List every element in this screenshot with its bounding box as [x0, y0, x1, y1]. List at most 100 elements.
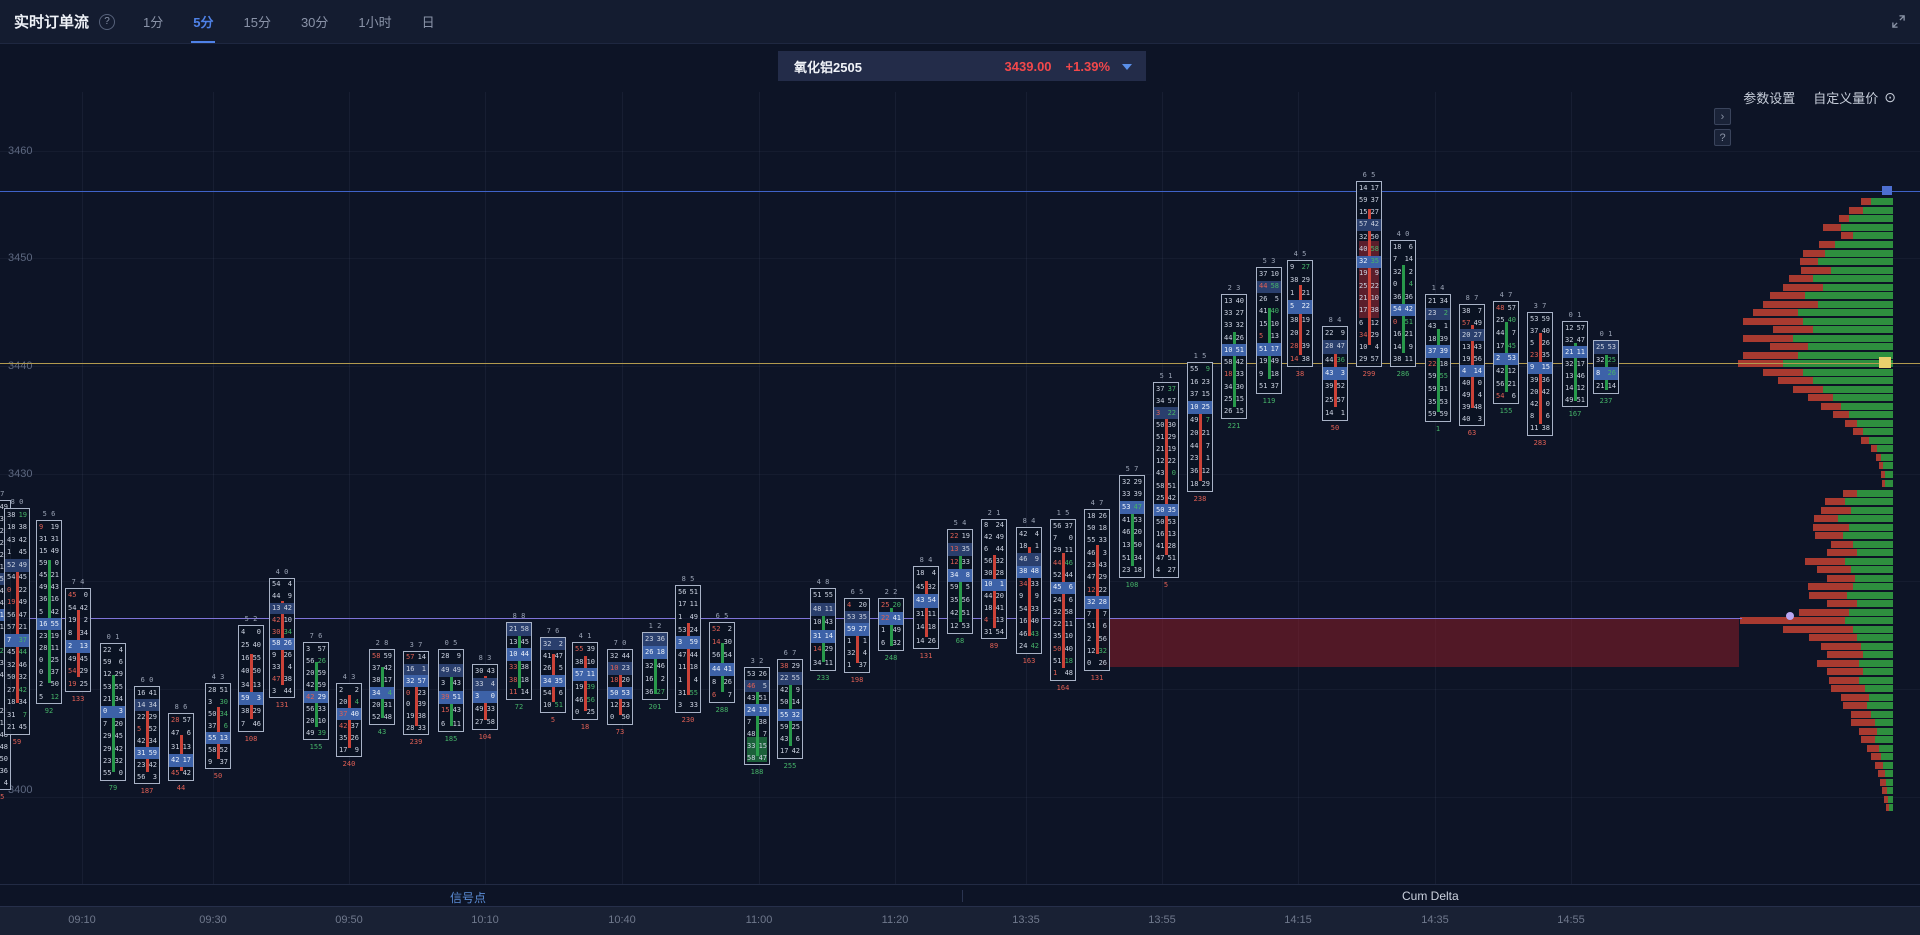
top-bar: 实时订单流 ? 1分 5分 15分 30分 1小时 日 — [0, 0, 1920, 44]
tab-30min[interactable]: 30分 — [300, 15, 329, 30]
footprint-candle[interactable]: 21 34 23 2 43 1 18 39 37 39 22 18 59 55 59 31 35 53 59 59 1 … — [1425, 284, 1451, 433]
candle-delta-label: 163 — [1022, 657, 1036, 665]
footprint-candle[interactable]: 18 4 45 32 43 54 31 11 14 18 14 26 8 4 131 — [913, 556, 939, 660]
footprint-candle[interactable]: 30 43 33 4 3 0 49 33 27 58 8 3 104 — [472, 654, 498, 741]
volume-profile-bar — [1861, 437, 1893, 444]
candle-top-label: 2 3 — [1227, 284, 1241, 292]
chart-side-buttons: › ? — [1714, 108, 1731, 146]
footprint-candle[interactable]: 51 55 48 11 10 43 31 14 14 29 34 11 4 8 233 — [810, 578, 836, 682]
candle-top-label: 2 2 — [884, 588, 898, 596]
tab-day[interactable]: 日 — [421, 15, 435, 30]
footprint-candle[interactable]: 22 4 59 6 12 29 53 55 21 34 0 3 7 20 29 45 29 42 23 32 55 0 0 … — [100, 633, 126, 792]
candle-top-label: 8 7 — [1465, 294, 1479, 302]
candle-delta-label: 133 — [71, 695, 85, 703]
footprint-candle[interactable]: 2 2 20 4 37 40 42 37 35 26 17 9 4 3 240 — [336, 673, 362, 768]
time-axis-label: 10:40 — [608, 914, 636, 926]
collapse-button[interactable]: › — [1714, 108, 1731, 125]
footprint-candle[interactable]: 54 4 44 9 13 42 42 10 30 34 58 26 9 26 33 4 47 38 3 44 4 0 13… — [269, 568, 295, 709]
footprint-candle[interactable]: 12 57 32 47 21 11 32 17 13 46 14 12 49 51 0 1 167 — [1562, 311, 1588, 418]
footprint-candle[interactable]: 38 19 18 38 43 42 1 45 52 49 54 45 0 22 19 49 56 47 57 21 7 3… — [4, 498, 30, 746]
footprint-candle[interactable]: 25 20 22 41 1 49 6 32 2 2 248 — [878, 588, 904, 662]
cum-delta-panel-label[interactable]: Cum Delta — [1402, 889, 1459, 903]
footprint-candle[interactable]: 28 57 47 6 31 13 42 17 45 42 8 6 44 — [168, 703, 194, 792]
time-axis-label: 14:35 — [1421, 914, 1449, 926]
candle-delta-label: 286 — [1396, 370, 1410, 378]
footprint-candle[interactable]: 55 39 38 10 57 11 19 39 46 56 0 25 4 1 18 — [572, 632, 598, 731]
footprint-candle[interactable]: 22 9 28 47 44 36 43 3 39 52 25 57 14 1 8 4 50 — [1322, 316, 1348, 432]
candle-delta-label: 299 — [1362, 370, 1376, 378]
volume-profile-bar — [1880, 779, 1893, 786]
footprint-candle[interactable]: 58 59 37 42 38 17 34 4 20 31 52 48 2 8 43 — [369, 639, 395, 736]
footprint-candle[interactable]: 38 7 57 49 20 27 13 43 19 56 4 14 40 0 49 4 39 48 40 3 8 7 63 — [1459, 294, 1485, 437]
footprint-candle[interactable]: 14 17 59 37 15 27 57 42 32 50 40 58 32 35 19 9 25 22 21 10 1… — [1356, 171, 1382, 378]
footprint-candle[interactable]: 55 9 16 23 37 15 10 25 49 7 20 21 44 7 23 1 36 12 18 29 1 5 2… — [1187, 352, 1213, 503]
footprint-candle[interactable]: 4 0 25 40 16 55 40 50 34 13 59 3 38 29 7 46 5 2 108 — [238, 615, 264, 743]
candle-top-label: 8 5 — [681, 575, 695, 583]
fullscreen-icon[interactable] — [1891, 14, 1906, 29]
delta-bar — [1436, 329, 1440, 412]
footprint-candle[interactable]: 3 57 56 26 20 59 42 59 42 29 56 33 20 10 49 39 7 6 155 — [303, 632, 329, 751]
footprint-candle[interactable]: 9 19 31 31 15 49 59 0 45 21 49 43 36 16 5 42 16 55 23 19 28 1… — [36, 510, 62, 715]
footprint-candle[interactable]: 9 27 38 29 1 21 5 22 38 19 20 2 28 39 14 38 4 5 38 — [1287, 250, 1313, 378]
candle-delta-label: 201 — [648, 703, 662, 711]
footprint-candle[interactable]: 56 51 17 11 1 49 53 24 3 59 47 44 11 18 1 4 31 55 3 33 8 5 23… — [675, 575, 701, 724]
tab-1min[interactable]: 1分 — [143, 15, 164, 30]
delta-bar — [249, 654, 253, 719]
chart-help-button[interactable]: ? — [1714, 129, 1731, 146]
signal-panel-label[interactable]: 信号点 — [450, 891, 487, 905]
footprint-candle[interactable]: 37 37 34 57 3 22 50 30 51 29 21 19 12 22 43 0 58 51 25 42 50… — [1153, 372, 1179, 589]
candle-delta-label: 237 — [1599, 397, 1613, 405]
footprint-candle[interactable]: 28 9 49 49 3 43 39 51 15 43 6 11 0 5 185 — [438, 639, 464, 743]
footprint-candle[interactable]: 53 26 46 5 43 51 24 19 7 38 48 7 33 15 58 47 3 2 188 — [744, 657, 770, 776]
time-axis-label: 13:35 — [1012, 914, 1040, 926]
footprint-candle[interactable]: 16 41 14 34 22 29 5 52 42 34 31 59 23 42 56 3 6 0 187 — [134, 676, 160, 795]
footprint-candle[interactable]: 42 4 18 1 46 9 38 48 34 33 9 9 54 33 16 40 46 43 24 42 8 4 16… — [1016, 517, 1042, 665]
footprint-candle[interactable]: 32 29 33 39 53 47 41 53 46 20 13 50 51 34 23 18 5 7 108 — [1119, 465, 1145, 589]
footprint-candle[interactable]: 18 6 7 14 32 2 0 4 36 36 54 42 0 51 16 21 14 9 38 11 4 0 286 — [1390, 230, 1416, 378]
time-axis-label: 10:10 — [471, 914, 499, 926]
time-axis-label: 09:50 — [335, 914, 363, 926]
gear-icon[interactable]: ⊙ — [1884, 89, 1896, 105]
footprint-candle[interactable]: 4 20 53 35 59 27 1 1 32 4 1 37 6 5 198 — [844, 588, 870, 684]
footprint-candle[interactable]: 53 59 37 40 5 26 23 35 9 15 39 36 20 42 42 0 8 6 11 38 3 7 28… — [1527, 302, 1553, 447]
footprint-candle[interactable]: 52 2 14 30 56 54 44 41 8 26 6 7 6 5 288 — [709, 612, 735, 714]
custom-volprice-link[interactable]: 自定义量价 — [1813, 91, 1879, 106]
footprint-candle[interactable]: 48 57 25 40 44 7 17 45 2 53 42 12 56 21 54 6 4 7 155 — [1493, 291, 1519, 415]
chevron-down-icon[interactable] — [1122, 64, 1132, 70]
tab-1hour[interactable]: 1小时 — [358, 15, 392, 30]
footprint-candle[interactable]: 13 40 33 27 33 32 44 26 10 51 58 42 18 33 34 30 25 15 26 15… — [1221, 284, 1247, 430]
candle-top-label: 1 5 — [1056, 509, 1070, 517]
footprint-candle[interactable]: 56 37 7 0 29 11 44 46 52 44 45 6 24 6 32 58 22 11 35 10 50 40… — [1050, 509, 1076, 692]
tab-15min[interactable]: 15分 — [243, 15, 271, 30]
footprint-candle[interactable]: 37 10 44 58 26 5 41 40 15 10 5 13 51 17 19 49 9 18 51 37 5 3… — [1256, 257, 1282, 405]
volume-profile-bar — [1817, 566, 1893, 573]
help-icon[interactable]: ? — [99, 13, 116, 30]
candle-delta-label: 92 — [44, 707, 54, 715]
grid-line-vertical — [349, 92, 350, 884]
footprint-candle[interactable]: 32 2 41 47 26 5 34 35 54 6 10 51 7 6 5 — [540, 627, 566, 724]
footprint-candle[interactable]: 32 44 10 23 18 20 50 53 12 23 0 50 7 0 73 — [607, 639, 633, 736]
settings-link[interactable]: 参数设置 — [1743, 91, 1796, 106]
footprint-candle[interactable]: 21 58 13 45 10 44 33 38 38 18 11 14 8 8 72 — [506, 612, 532, 711]
volume-profile-bar — [1819, 241, 1893, 248]
footprint-candle[interactable]: 23 36 26 18 32 46 16 2 36 27 1 2 201 — [642, 622, 668, 711]
chart-toolbar: 参数设置 自定义量价 ⊙ — [1743, 88, 1896, 107]
footprint-candle[interactable]: 28 51 3 30 50 34 37 6 55 13 58 52 9 37 4 3 50 — [205, 673, 231, 780]
footprint-candle[interactable]: 45 0 54 42 19 2 8 34 2 13 49 45 54 29 19 25 7 4 133 — [65, 578, 91, 703]
footprint-candle[interactable]: 22 19 13 35 12 33 34 8 59 5 35 56 42 51 12 53 5 4 68 — [947, 519, 973, 645]
footprint-candle[interactable]: 25 53 32 25 8 26 21 14 0 1 237 — [1593, 330, 1619, 405]
volume-profile-bar — [1813, 524, 1893, 531]
footprint-candle[interactable]: 38 29 22 55 42 9 50 14 55 32 59 25 43 6 17 42 6 7 255 — [777, 649, 803, 770]
bid-ask-rows: 42 4 18 1 46 9 38 48 34 33 9 9 54 33 16 40 46 43 24 42 — [1017, 529, 1041, 651]
volume-profile-bar — [1827, 668, 1893, 675]
candle-delta-label: 50 — [1330, 424, 1340, 432]
candle-top-label: 5 6 — [42, 510, 56, 518]
footprint-candle[interactable]: 57 14 16 1 32 57 0 23 0 39 19 38 28 33 3 7 239 — [403, 641, 429, 746]
delta-bar — [686, 623, 690, 695]
symbol-selector[interactable]: 氧化铝2505 3439.00 +1.39% — [778, 51, 1146, 81]
time-axis[interactable]: 09:10 09:30 09:50 10:10 10:40 11:00 11:20 13:35… — [0, 906, 1920, 935]
footprint-candle[interactable]: 8 24 42 49 6 44 56 32 30 28 10 1 44 20 18 41 4 13 31 54 2 1 8… — [981, 509, 1007, 650]
footprint-candle[interactable]: 18 26 50 18 55 33 46 3 23 43 47 29 12 22 32 28 7 7 51 6 2 56 1… — [1084, 499, 1110, 682]
tab-5min[interactable]: 5分 — [191, 0, 216, 43]
